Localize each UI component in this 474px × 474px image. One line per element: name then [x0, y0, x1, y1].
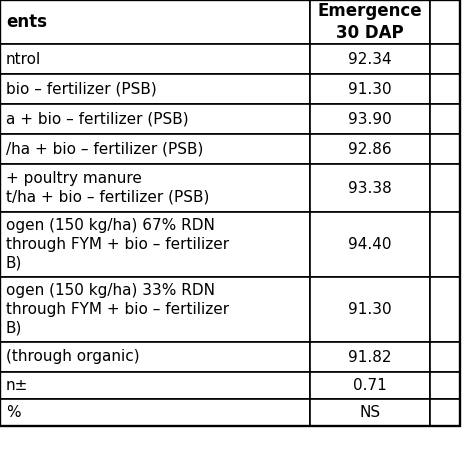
Text: bio – fertilizer (PSB): bio – fertilizer (PSB) — [6, 82, 157, 97]
Bar — [310, 104, 430, 134]
Bar — [0, 44, 310, 74]
Bar — [0, 134, 310, 164]
Bar — [0, 0, 310, 44]
Bar — [310, 74, 430, 104]
Text: 92.86: 92.86 — [348, 142, 392, 156]
Bar — [430, 212, 460, 277]
Text: ogen (150 kg/ha) 67% RDN
through FYM + bio – fertilizer
B): ogen (150 kg/ha) 67% RDN through FYM + b… — [6, 219, 229, 271]
Bar — [430, 74, 460, 104]
Text: NS: NS — [359, 405, 381, 420]
Bar — [0, 342, 310, 372]
Text: ntrol: ntrol — [6, 52, 41, 66]
Bar — [430, 44, 460, 74]
Bar — [310, 372, 430, 399]
Text: 91.30: 91.30 — [348, 82, 392, 97]
Text: %: % — [6, 405, 21, 420]
Text: Emergence
30 DAP: Emergence 30 DAP — [318, 2, 422, 42]
Text: 93.90: 93.90 — [348, 111, 392, 127]
Text: 91.82: 91.82 — [348, 349, 392, 365]
Bar — [430, 277, 460, 342]
Bar — [310, 277, 430, 342]
Bar — [430, 134, 460, 164]
Bar — [310, 0, 430, 44]
Bar — [0, 104, 310, 134]
Bar — [310, 164, 430, 212]
Bar — [310, 134, 430, 164]
Text: 92.34: 92.34 — [348, 52, 392, 66]
Text: + poultry manure
t/ha + bio – fertilizer (PSB): + poultry manure t/ha + bio – fertilizer… — [6, 171, 210, 205]
Bar — [0, 74, 310, 104]
Text: n±: n± — [6, 378, 28, 393]
Bar — [430, 372, 460, 399]
Bar — [0, 372, 310, 399]
Text: a + bio – fertilizer (PSB): a + bio – fertilizer (PSB) — [6, 111, 189, 127]
Text: /ha + bio – fertilizer (PSB): /ha + bio – fertilizer (PSB) — [6, 142, 203, 156]
Text: 93.38: 93.38 — [348, 181, 392, 195]
Bar — [430, 0, 460, 44]
Bar — [310, 212, 430, 277]
Bar — [0, 212, 310, 277]
Text: 91.30: 91.30 — [348, 302, 392, 317]
Text: ogen (150 kg/ha) 33% RDN
through FYM + bio – fertilizer
B): ogen (150 kg/ha) 33% RDN through FYM + b… — [6, 283, 229, 336]
Bar — [0, 399, 310, 426]
Bar — [310, 399, 430, 426]
Bar — [0, 164, 310, 212]
Text: 0.71: 0.71 — [353, 378, 387, 393]
Bar — [0, 0, 460, 426]
Bar — [0, 277, 310, 342]
Bar — [310, 44, 430, 74]
Bar — [430, 342, 460, 372]
Bar — [310, 342, 430, 372]
Bar — [430, 164, 460, 212]
Bar — [430, 104, 460, 134]
Bar — [430, 399, 460, 426]
Text: (through organic): (through organic) — [6, 349, 140, 365]
Text: ents: ents — [6, 13, 47, 31]
Text: 94.40: 94.40 — [348, 237, 392, 252]
